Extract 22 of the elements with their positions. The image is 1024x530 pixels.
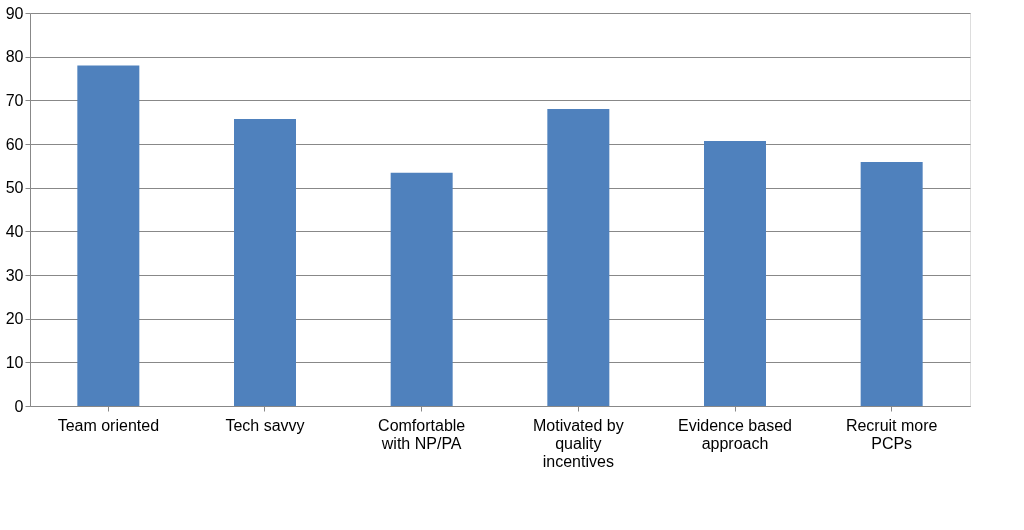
y-tick-label: 30 <box>5 266 24 284</box>
x-tick-label: Motivated by quality incentives <box>532 416 624 470</box>
bar <box>77 65 140 406</box>
y-tick-label: 20 <box>5 310 24 328</box>
bar <box>860 161 923 406</box>
y-tick-label: 90 <box>5 4 24 22</box>
bar <box>234 119 296 406</box>
y-tick-label: 40 <box>5 222 24 240</box>
x-tick-label: Team oriented <box>57 416 160 434</box>
y-tick-label: 10 <box>5 353 24 371</box>
y-tick-label: 0 <box>14 397 24 415</box>
bar <box>547 109 610 406</box>
y-tick-label: 50 <box>5 179 24 197</box>
bar <box>704 140 766 406</box>
x-tick-label: Recruit more PCPs <box>845 416 938 452</box>
y-tick-label: 70 <box>5 91 24 109</box>
x-tick-label: Evidence based approach <box>678 416 792 452</box>
y-tick-label: 60 <box>5 135 24 153</box>
bar <box>390 172 453 406</box>
x-tick-label: Comfortable with NP/PA <box>378 416 466 452</box>
x-tick-label: Tech savvy <box>225 416 305 434</box>
y-tick-label: 80 <box>5 48 24 66</box>
